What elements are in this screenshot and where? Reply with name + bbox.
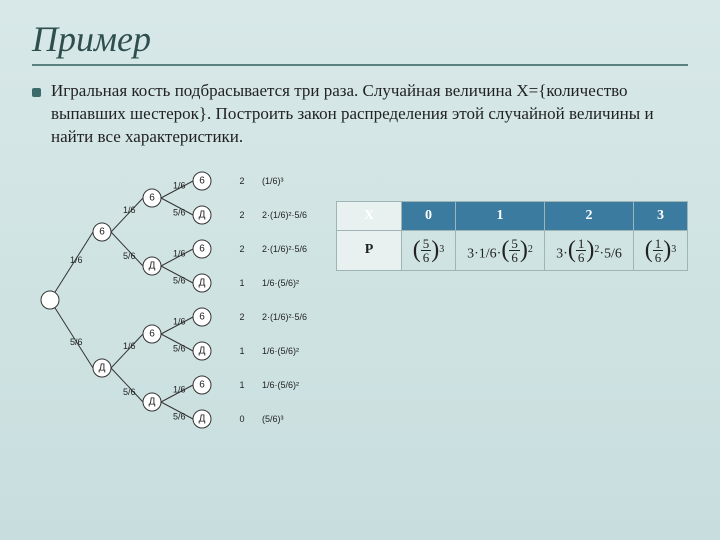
svg-text:1/6: 1/6 [123, 341, 136, 351]
svg-text:Д: Д [199, 345, 206, 356]
body-row: Игральная кость подбрасывается три раза.… [32, 80, 688, 149]
svg-text:6: 6 [149, 192, 155, 203]
svg-text:1/6: 1/6 [70, 255, 83, 265]
svg-text:6: 6 [199, 175, 205, 186]
svg-text:2: 2 [239, 176, 244, 186]
svg-text:1/6·(5/6)²: 1/6·(5/6)² [262, 278, 299, 288]
svg-text:1/6: 1/6 [173, 384, 186, 394]
p-val-0: 563 [402, 230, 456, 270]
svg-text:1: 1 [239, 278, 244, 288]
x-val-0: 0 [402, 201, 456, 230]
row-label-p: P [337, 230, 402, 270]
svg-text:6: 6 [99, 226, 105, 237]
svg-text:1/6·(5/6)²: 1/6·(5/6)² [262, 380, 299, 390]
svg-text:(1/6)³: (1/6)³ [262, 176, 284, 186]
p-val-1: 3·1/6·562 [455, 230, 544, 270]
svg-text:5/6: 5/6 [123, 251, 136, 261]
svg-text:2·(1/6)²·5/6: 2·(1/6)²·5/6 [262, 312, 307, 322]
svg-text:2·(1/6)²·5/6: 2·(1/6)²·5/6 [262, 244, 307, 254]
svg-text:6: 6 [149, 328, 155, 339]
distribution-table-area: X 0 1 2 3 P 563 3·1/6·562 3·162·5/6 163 [336, 161, 688, 441]
svg-text:5/6: 5/6 [70, 337, 83, 347]
svg-text:Д: Д [199, 209, 206, 220]
svg-text:1: 1 [239, 346, 244, 356]
svg-text:Д: Д [149, 396, 156, 407]
x-val-3: 3 [634, 201, 688, 230]
svg-text:2·(1/6)²·5/6: 2·(1/6)²·5/6 [262, 210, 307, 220]
svg-text:Д: Д [199, 413, 206, 424]
slide-title: Пример [32, 18, 688, 66]
p-val-3: 163 [634, 230, 688, 270]
svg-text:2: 2 [239, 312, 244, 322]
body-text: Игральная кость подбрасывается три раза.… [51, 80, 688, 149]
svg-text:5/6: 5/6 [173, 207, 186, 217]
svg-text:5/6: 5/6 [173, 411, 186, 421]
svg-text:1/6: 1/6 [173, 316, 186, 326]
svg-text:Д: Д [99, 362, 106, 373]
svg-text:1/6: 1/6 [123, 205, 136, 215]
svg-text:(5/6)³: (5/6)³ [262, 414, 284, 424]
svg-text:1/6·(5/6)²: 1/6·(5/6)² [262, 346, 299, 356]
svg-text:0: 0 [239, 414, 244, 424]
svg-text:6: 6 [199, 379, 205, 390]
svg-text:1/6: 1/6 [173, 248, 186, 258]
svg-text:Д: Д [149, 260, 156, 271]
svg-text:5/6: 5/6 [173, 275, 186, 285]
svg-text:2: 2 [239, 210, 244, 220]
svg-text:Д: Д [199, 277, 206, 288]
x-val-1: 1 [455, 201, 544, 230]
bullet-icon [32, 88, 41, 97]
svg-text:6: 6 [199, 243, 205, 254]
distribution-table: X 0 1 2 3 P 563 3·1/6·562 3·162·5/6 163 [336, 201, 688, 271]
row-label-x: X [337, 201, 402, 230]
svg-text:5/6: 5/6 [123, 387, 136, 397]
p-val-2: 3·162·5/6 [544, 230, 633, 270]
probability-tree: 1/6 5/6 1/6 5/6 1/6 5/6 1/6 5/6 1/6 5/6 1/6 5/6 1/6 5… [32, 161, 312, 441]
x-val-2: 2 [544, 201, 633, 230]
svg-text:2: 2 [239, 244, 244, 254]
svg-text:1: 1 [239, 380, 244, 390]
svg-text:1/6: 1/6 [173, 180, 186, 190]
svg-text:5/6: 5/6 [173, 343, 186, 353]
svg-text:6: 6 [199, 311, 205, 322]
